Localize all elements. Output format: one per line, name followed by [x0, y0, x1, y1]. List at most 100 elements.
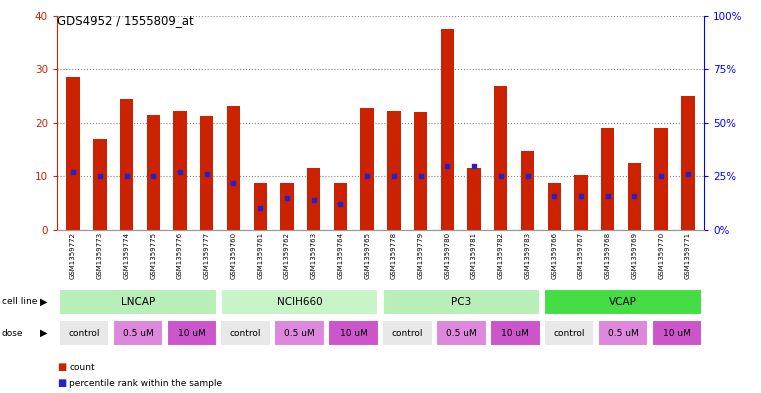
- Text: NCIH660: NCIH660: [277, 297, 323, 307]
- Point: [682, 171, 694, 177]
- Bar: [227, 106, 240, 230]
- Text: GSM1359774: GSM1359774: [123, 231, 129, 279]
- Bar: [280, 183, 294, 230]
- Text: GSM1359763: GSM1359763: [310, 231, 317, 279]
- Bar: [120, 99, 133, 230]
- Bar: [200, 116, 213, 230]
- Text: GSM1359760: GSM1359760: [231, 231, 237, 279]
- Bar: [253, 183, 267, 230]
- Bar: [328, 320, 379, 346]
- Point: [281, 195, 293, 201]
- Bar: [383, 288, 540, 314]
- Bar: [544, 288, 702, 314]
- Point: [575, 193, 587, 199]
- Bar: [490, 320, 540, 346]
- Bar: [441, 29, 454, 230]
- Text: GSM1359770: GSM1359770: [658, 231, 664, 279]
- Text: LNCAP: LNCAP: [121, 297, 155, 307]
- Text: 0.5 uM: 0.5 uM: [608, 329, 638, 338]
- Bar: [414, 112, 427, 230]
- Bar: [59, 320, 110, 346]
- Bar: [548, 183, 561, 230]
- Bar: [467, 168, 481, 230]
- Text: GSM1359783: GSM1359783: [524, 231, 530, 279]
- Bar: [382, 320, 433, 346]
- Point: [495, 173, 507, 180]
- Text: cell line: cell line: [2, 297, 37, 306]
- Text: 10 uM: 10 uM: [339, 329, 368, 338]
- Point: [254, 205, 266, 211]
- Text: PC3: PC3: [451, 297, 472, 307]
- Text: GSM1359773: GSM1359773: [97, 231, 103, 279]
- Text: GSM1359779: GSM1359779: [418, 231, 424, 279]
- Text: VCAP: VCAP: [609, 297, 637, 307]
- Text: dose: dose: [2, 329, 23, 338]
- Text: 10 uM: 10 uM: [663, 329, 691, 338]
- Point: [334, 201, 346, 208]
- Text: GSM1359761: GSM1359761: [257, 231, 263, 279]
- Bar: [221, 288, 378, 314]
- Bar: [174, 111, 186, 230]
- Point: [388, 173, 400, 180]
- Bar: [66, 77, 80, 230]
- Point: [120, 173, 132, 180]
- Bar: [494, 86, 508, 230]
- Point: [147, 173, 159, 180]
- Text: ■: ■: [57, 378, 66, 388]
- Bar: [361, 108, 374, 230]
- Bar: [575, 175, 587, 230]
- Point: [228, 180, 240, 186]
- Text: control: control: [230, 329, 262, 338]
- Point: [307, 197, 320, 203]
- Text: ▶: ▶: [40, 296, 47, 307]
- Text: GSM1359777: GSM1359777: [204, 231, 210, 279]
- Point: [655, 173, 667, 180]
- Text: 10 uM: 10 uM: [501, 329, 529, 338]
- Text: GDS4952 / 1555809_at: GDS4952 / 1555809_at: [57, 14, 194, 27]
- Bar: [628, 163, 641, 230]
- Bar: [274, 320, 325, 346]
- Point: [441, 162, 454, 169]
- Bar: [221, 320, 271, 346]
- Text: GSM1359765: GSM1359765: [364, 231, 370, 279]
- Point: [548, 193, 560, 199]
- Bar: [113, 320, 164, 346]
- Text: 0.5 uM: 0.5 uM: [285, 329, 315, 338]
- Point: [174, 169, 186, 175]
- Point: [521, 173, 533, 180]
- Text: GSM1359764: GSM1359764: [337, 231, 343, 279]
- Text: GSM1359771: GSM1359771: [685, 231, 691, 279]
- Text: GSM1359780: GSM1359780: [444, 231, 451, 279]
- Text: control: control: [392, 329, 423, 338]
- Bar: [387, 111, 400, 230]
- Bar: [93, 139, 107, 230]
- Text: 10 uM: 10 uM: [178, 329, 205, 338]
- Bar: [651, 320, 702, 346]
- Bar: [544, 320, 594, 346]
- Bar: [597, 320, 648, 346]
- Bar: [654, 128, 668, 230]
- Text: GSM1359767: GSM1359767: [578, 231, 584, 279]
- Bar: [334, 183, 347, 230]
- Text: control: control: [553, 329, 585, 338]
- Bar: [436, 320, 487, 346]
- Text: GSM1359781: GSM1359781: [471, 231, 477, 279]
- Text: GSM1359772: GSM1359772: [70, 231, 76, 279]
- Text: GSM1359782: GSM1359782: [498, 231, 504, 279]
- Point: [602, 193, 614, 199]
- Point: [67, 169, 79, 175]
- Bar: [307, 168, 320, 230]
- Text: 0.5 uM: 0.5 uM: [446, 329, 476, 338]
- Text: GSM1359768: GSM1359768: [605, 231, 610, 279]
- Bar: [601, 128, 614, 230]
- Text: GSM1359766: GSM1359766: [551, 231, 557, 279]
- Text: count: count: [69, 363, 95, 372]
- Point: [201, 171, 213, 177]
- Text: ■: ■: [57, 362, 66, 373]
- Bar: [147, 115, 160, 230]
- Bar: [681, 96, 695, 230]
- Text: GSM1359762: GSM1359762: [284, 231, 290, 279]
- Text: GSM1359769: GSM1359769: [632, 231, 638, 279]
- Text: 0.5 uM: 0.5 uM: [123, 329, 153, 338]
- Point: [468, 162, 480, 169]
